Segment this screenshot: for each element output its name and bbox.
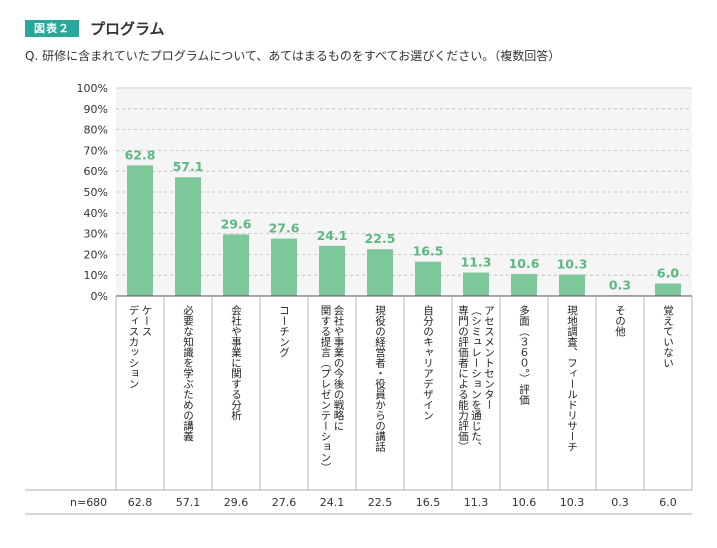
- bar: [559, 274, 585, 296]
- bar-value-label: 57.1: [173, 159, 204, 174]
- table-value-cell: 27.6: [272, 496, 297, 509]
- category-label-line: アセスメントセンター: [483, 305, 495, 410]
- table-value-cell: 62.8: [128, 496, 153, 509]
- category-label: コーチング: [278, 305, 290, 358]
- bar: [319, 245, 345, 296]
- table-value-cell: 24.1: [320, 496, 345, 509]
- table-value-cell: 11.3: [464, 496, 489, 509]
- category-label-line: 現地調査、フィールドリサーチ: [566, 305, 578, 452]
- y-tick-label: 20%: [84, 248, 108, 261]
- table-value-cell: 10.3: [560, 496, 585, 509]
- category-label-line: 現役の経営者・役員からの講話: [374, 305, 386, 453]
- category-label-line: 専門の評価者による能力評価）: [457, 305, 469, 452]
- y-tick-label: 40%: [84, 207, 108, 220]
- y-tick-label: 60%: [84, 165, 108, 178]
- category-label: 現地調査、フィールドリサーチ: [566, 305, 578, 452]
- bar: [175, 177, 201, 296]
- category-label: 会社や事業に関する分析: [230, 304, 242, 421]
- y-tick-label: 90%: [84, 103, 108, 116]
- question-text: Q. 研修に含まれていたプログラムについて、あてはまるものをすべてお選びください…: [25, 49, 561, 63]
- category-label-line: 多面（３６０°）評価: [518, 304, 530, 405]
- category-label: 多面（３６０°）評価: [518, 304, 530, 405]
- category-label: アセスメントセンター（シミュレーションを通じた、専門の評価者による能力評価）: [457, 305, 495, 452]
- bar: [367, 249, 393, 296]
- table-value-cell: 10.6: [512, 496, 537, 509]
- table-value-cell: 0.3: [611, 496, 629, 509]
- bar: [415, 261, 441, 296]
- bar: [463, 272, 489, 296]
- figure-header: 図表２ プログラム: [25, 16, 165, 40]
- bar-value-label: 6.0: [657, 266, 679, 281]
- bar: [127, 165, 153, 296]
- category-label-line: 必要な知識を学ぶための講義: [182, 304, 194, 441]
- y-tick-label: 30%: [84, 228, 108, 241]
- figure-number-badge: 図表２: [25, 19, 79, 37]
- bar-value-label: 29.6: [221, 216, 252, 231]
- bar-value-label: 10.3: [557, 257, 588, 272]
- y-tick-label: 0%: [91, 290, 108, 303]
- bar-value-label: 62.8: [125, 147, 156, 162]
- bar: [511, 273, 537, 296]
- bar-value-label: 11.3: [461, 254, 492, 269]
- category-label: 覚えていない: [662, 304, 674, 368]
- category-label-line: コーチング: [278, 305, 290, 358]
- category-label: 現役の経営者・役員からの講話: [374, 305, 386, 453]
- bar: [271, 238, 297, 296]
- table-value-cell: 16.5: [416, 496, 441, 509]
- bar-value-label: 22.5: [365, 231, 396, 246]
- y-tick-label: 70%: [84, 144, 108, 157]
- bar-value-label: 16.5: [413, 244, 444, 259]
- category-label: その他: [614, 305, 626, 337]
- category-label-line: （シミュレーションを通じた、: [470, 305, 482, 452]
- y-tick-label: 50%: [84, 186, 108, 199]
- bar-value-label: 10.6: [509, 256, 540, 271]
- bar: [223, 234, 249, 296]
- table-value-cell: 29.6: [224, 496, 249, 509]
- table-value-cell: 22.5: [368, 496, 393, 509]
- y-tick-label: 100%: [77, 82, 108, 95]
- bar: [655, 283, 681, 296]
- category-label-line: 会社や事業に関する分析: [230, 304, 242, 421]
- category-label-line: その他: [614, 305, 626, 337]
- table-value-cell: 6.0: [659, 496, 677, 509]
- sample-size-label: n=680: [70, 496, 107, 509]
- category-label-line: ケース: [141, 305, 153, 337]
- table-value-cell: 57.1: [176, 496, 201, 509]
- y-tick-label: 10%: [84, 269, 108, 282]
- category-label-line: 関する提言（プレゼンテーション）: [320, 305, 332, 473]
- category-label-line: ディスカッション: [128, 304, 140, 389]
- y-tick-label: 80%: [84, 124, 108, 137]
- bar-value-label: 24.1: [317, 228, 348, 243]
- category-label-line: 覚えていない: [662, 304, 674, 368]
- bar-value-label: 0.3: [609, 277, 631, 292]
- category-label-line: 会社や事業の今後の戦略に: [333, 304, 345, 431]
- figure-title: プログラム: [90, 19, 165, 38]
- category-label: 自分のキャリアデザイン: [422, 304, 434, 420]
- bar-value-label: 27.6: [269, 221, 300, 236]
- category-label-line: 自分のキャリアデザイン: [422, 304, 434, 420]
- category-label: 必要な知識を学ぶための講義: [182, 304, 194, 441]
